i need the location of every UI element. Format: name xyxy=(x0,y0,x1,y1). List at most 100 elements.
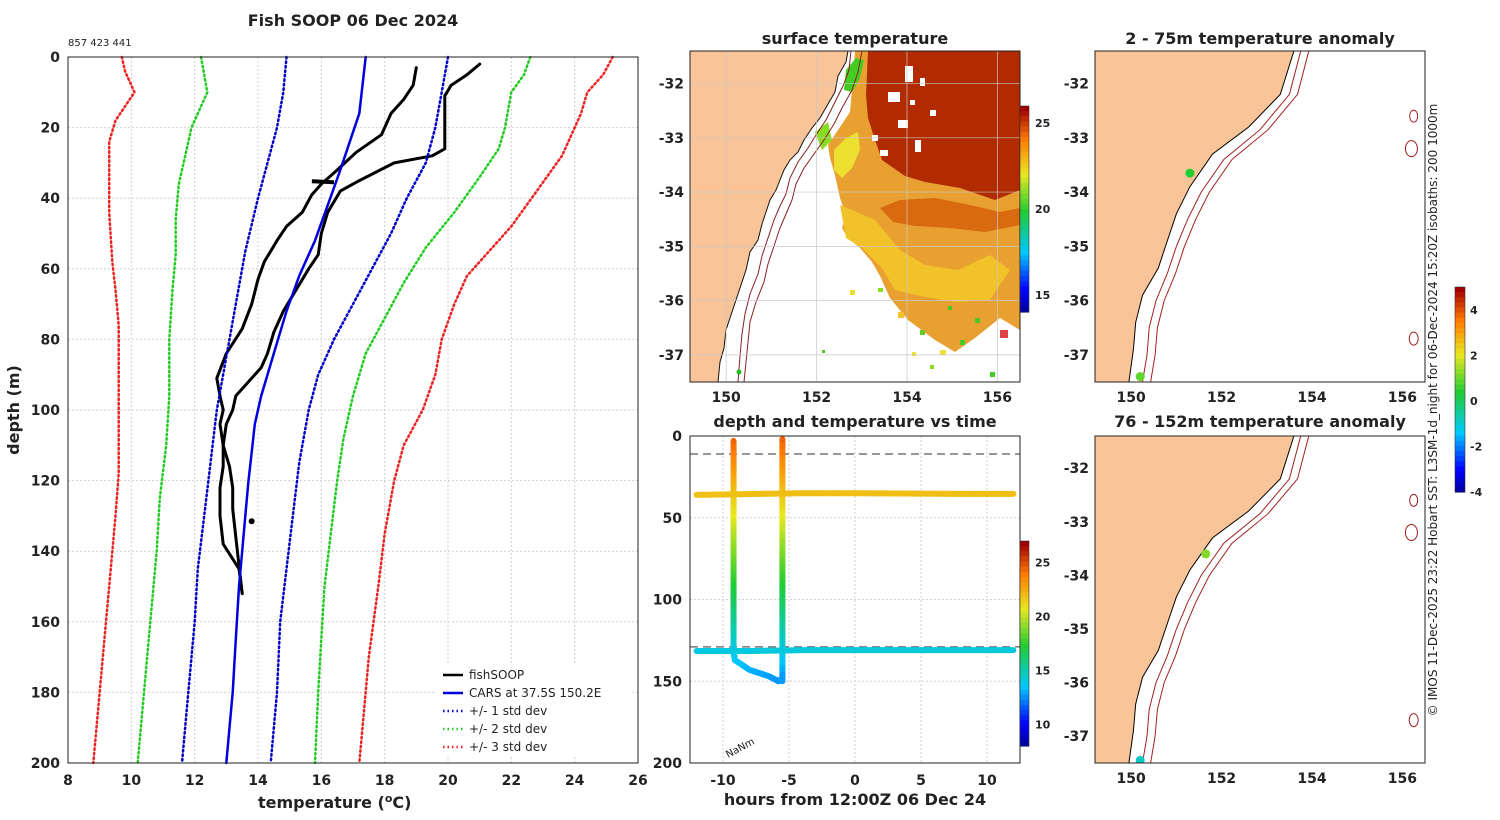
sst-colorbar-segment xyxy=(1020,147,1029,153)
profile-ytick-label: 100 xyxy=(31,403,60,419)
anom-lower-seamount xyxy=(1409,493,1419,507)
anom-lower-isobath-0 xyxy=(1142,436,1302,763)
sst-map-ytick-label: -33 xyxy=(659,131,684,147)
profile-ytick-label: 140 xyxy=(31,544,60,560)
profile-ytick-label: 180 xyxy=(31,685,60,701)
depth-time-colorbar-segment xyxy=(1020,541,1029,547)
sst-colorbar-segment xyxy=(1020,203,1029,210)
depth-time-xlabel: hours from 12:00Z 06 Dec 24 xyxy=(724,790,986,809)
sst-colorbar-segment xyxy=(1020,214,1029,220)
anom-lower-isobath-1 xyxy=(1150,436,1310,763)
depth-time-colorbar-tick: 25 xyxy=(1035,557,1050,570)
anom-lower-ytick-label: -34 xyxy=(1064,568,1090,584)
depth-time-colorbar-segment xyxy=(1020,705,1029,711)
anomaly-colorbar-segment xyxy=(1455,338,1465,344)
anom-upper-area xyxy=(1095,51,1425,382)
anomaly-colorbar-segment xyxy=(1455,404,1465,411)
sst-colorbar-segment xyxy=(1020,270,1029,277)
profile-blob-marker xyxy=(311,179,335,185)
anom-upper-xtick-label: 150 xyxy=(1117,390,1146,406)
depth-time-xtick-label: -5 xyxy=(781,773,797,789)
anom-lower-ytick-label: -36 xyxy=(1064,676,1089,692)
sst-colorbar-segment xyxy=(1020,245,1029,251)
profile-xtick-label: 24 xyxy=(565,773,585,789)
depth-time-colorbar-segment xyxy=(1020,740,1029,747)
anomaly-lower-title: 76 - 152m temperature anomaly xyxy=(1114,412,1406,431)
profile-xtick-label: 26 xyxy=(628,773,647,789)
profile-xtick-label: 10 xyxy=(122,773,142,789)
anomaly-colorbar-tick: 0 xyxy=(1470,395,1478,408)
anomaly-colorbar-tick: -4 xyxy=(1470,486,1483,499)
anomaly-colorbar-segment xyxy=(1455,420,1465,426)
anomaly-colorbar-segment xyxy=(1455,415,1465,421)
profile-series-1 xyxy=(218,62,482,596)
anomaly-colorbar-segment xyxy=(1455,486,1465,493)
depth-time-colorbar-segment xyxy=(1020,566,1029,573)
anom-lower-xtick-label: 150 xyxy=(1117,771,1146,787)
depth-time-xtick-label: 0 xyxy=(850,773,860,789)
anomaly-colorbar-segment xyxy=(1455,461,1465,467)
sst-colorbar-segment xyxy=(1020,172,1029,179)
anom-upper-ytick-label: -34 xyxy=(1064,185,1090,201)
anomaly-colorbar-segment xyxy=(1455,322,1465,329)
anomaly-colorbar-segment xyxy=(1455,317,1465,324)
anom-lower-ytick-label: -35 xyxy=(1064,622,1089,638)
profile-xtick-label: 18 xyxy=(375,773,394,789)
depth-time-ytick-label: 200 xyxy=(653,756,682,772)
legend-label: +/- 3 std dev xyxy=(469,740,547,754)
sst-colorbar-segment xyxy=(1020,286,1029,292)
sst-colorbar-tick: 15 xyxy=(1035,289,1050,302)
sst-colorbar: 15 20 25 xyxy=(1019,105,1051,313)
profile-axes-box xyxy=(67,56,639,764)
anomaly-colorbar-segment xyxy=(1455,363,1465,370)
anomaly-colorbar-segment xyxy=(1455,343,1465,350)
depth-time-colorbar-tick: 20 xyxy=(1035,611,1051,624)
sst-colorbar-segment xyxy=(1020,301,1029,308)
depth-time-colorbar-segment xyxy=(1020,684,1029,691)
sst-colorbar-segment xyxy=(1020,265,1029,272)
profile-xtick-label: 22 xyxy=(502,773,521,789)
anomaly-colorbar-segment xyxy=(1455,333,1465,339)
sst-colorbar-segment xyxy=(1020,126,1029,133)
anomaly-colorbar-segment xyxy=(1455,481,1465,488)
anom-upper-ytick-label: -33 xyxy=(1064,131,1089,147)
anomaly-colorbar-segment xyxy=(1455,328,1465,334)
depth-time-xtick-label: -10 xyxy=(710,773,736,789)
anomaly-colorbar-segment xyxy=(1455,456,1465,462)
anom-upper-xtick-label: 156 xyxy=(1388,390,1417,406)
sst-colorbar-segment xyxy=(1020,116,1029,123)
profile-ytick-label: 60 xyxy=(41,262,61,278)
depth-time-colorbar-segment xyxy=(1020,556,1029,563)
profile-ytick-label: 200 xyxy=(31,756,60,772)
depth-time-colorbar-segment xyxy=(1020,710,1029,716)
anomaly-colorbar-segment xyxy=(1455,476,1465,483)
anomaly-colorbar-segment xyxy=(1455,399,1465,406)
profile-xtick-label: 16 xyxy=(312,773,331,789)
profile-series-3 xyxy=(180,55,288,765)
anom-upper-ticks: 150 152 154 156 -32 -33 -34 -35 -36 -37 xyxy=(1064,77,1417,406)
depth-time-panel: depth and temperature vs time -10 -5 0 5 100… xyxy=(653,412,1051,809)
anomaly-colorbar-segment xyxy=(1455,312,1465,319)
depth-time-colorbar-segment xyxy=(1020,658,1029,665)
depth-time-colorbar-segment xyxy=(1020,694,1029,701)
sst-colorbar-segment xyxy=(1020,224,1029,231)
profile-ytick-label: 120 xyxy=(31,474,60,490)
anom-lower-land xyxy=(1095,436,1295,763)
sst-colorbar-segment xyxy=(1020,291,1029,298)
anom-lower-area xyxy=(1095,436,1425,763)
depth-time-ytick-label: 100 xyxy=(653,593,682,609)
sst-colorbar-segment xyxy=(1020,255,1029,262)
profile-panel: Fish SOOP 06 Dec 2024 857 423 441 8 10 12 1… xyxy=(4,11,648,812)
profile-series-6 xyxy=(313,55,532,765)
sst-colorbar-segment xyxy=(1020,193,1029,200)
profile-series-0 xyxy=(215,66,418,596)
depth-time-colorbar-segment xyxy=(1020,638,1029,645)
sst-map-ytick-label: -35 xyxy=(659,239,684,255)
anom-lower-ticks: 150 152 154 156 -32 -33 -34 -35 -36 -37 xyxy=(1064,461,1417,787)
depth-time-colorbar-segment xyxy=(1020,571,1029,578)
profile-xtick-label: 8 xyxy=(63,773,73,789)
ship-marker xyxy=(736,369,742,375)
sst-colorbar-tick: 25 xyxy=(1035,117,1050,130)
anomaly-colorbar-tick: -2 xyxy=(1470,440,1482,453)
depth-time-colorbar-segment xyxy=(1020,576,1029,583)
